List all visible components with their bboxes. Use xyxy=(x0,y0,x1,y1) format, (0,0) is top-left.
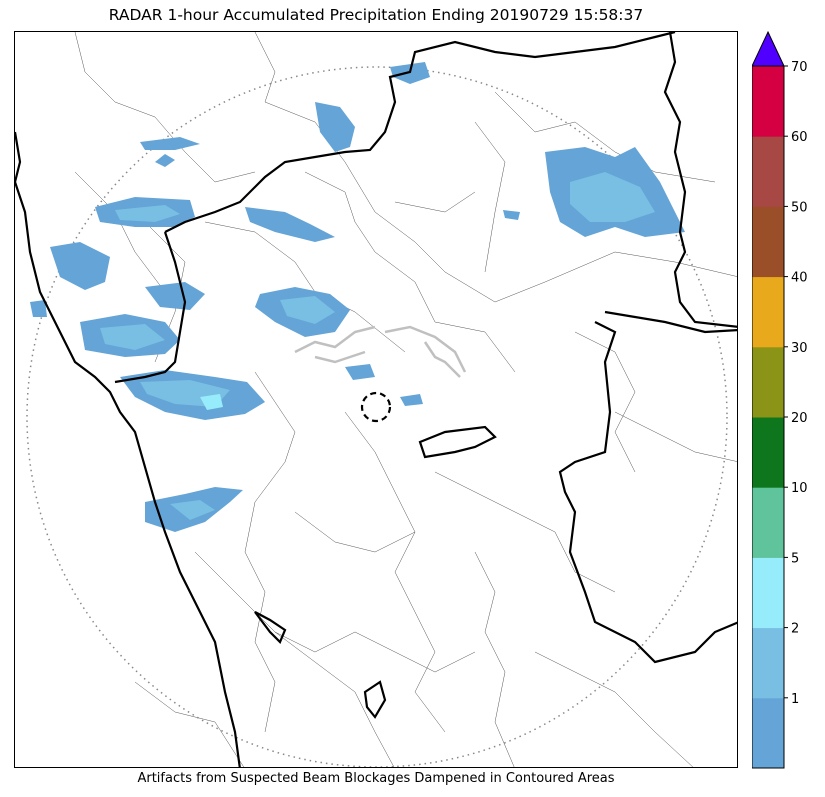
precipitation-echoes xyxy=(30,62,685,532)
radar-site-marker xyxy=(360,391,392,423)
blockage-contours xyxy=(294,325,467,378)
colorbar-ticks: 1 2 5 10 20 30 40 50 60 70 xyxy=(784,60,808,707)
colorbar-tick-label: 30 xyxy=(791,341,808,356)
colorbar-bin xyxy=(752,136,784,207)
colorbar-bin xyxy=(752,487,784,558)
map-canvas xyxy=(15,32,737,767)
chart-title: RADAR 1-hour Accumulated Precipitation E… xyxy=(108,6,644,24)
colorbar-tick-label: 5 xyxy=(791,551,799,566)
colorbar-tick-label: 40 xyxy=(791,271,808,286)
colorbar-bin xyxy=(752,276,784,348)
radar-map[interactable] xyxy=(14,31,738,768)
colorbar-tick-label: 20 xyxy=(791,411,808,426)
colorbar-bin xyxy=(752,697,784,769)
state-borders xyxy=(15,32,737,767)
colorbar-bin xyxy=(752,206,784,278)
colorbar: 1 2 5 10 20 30 40 50 60 70 xyxy=(751,30,822,770)
colorbar-tick-label: 10 xyxy=(791,481,808,496)
colorbar-tick-label: 70 xyxy=(791,60,808,75)
colorbar-tick-label: 50 xyxy=(791,200,808,215)
district-borders xyxy=(74,32,737,767)
colorbar-extend-arrow xyxy=(751,30,785,67)
colorbar-tick-label: 60 xyxy=(791,130,808,145)
footer-note: Artifacts from Suspected Beam Blockages … xyxy=(137,771,615,786)
colorbar-bin xyxy=(752,557,784,629)
colorbar-tick-label: 1 xyxy=(791,692,799,707)
colorbar-bin xyxy=(752,627,784,699)
colorbar-bins xyxy=(752,66,784,769)
range-ring xyxy=(26,66,728,767)
colorbar-bin xyxy=(752,66,784,137)
colorbar-bin xyxy=(752,417,784,488)
colorbar-bin xyxy=(752,346,784,418)
colorbar-tick-label: 2 xyxy=(791,622,799,637)
